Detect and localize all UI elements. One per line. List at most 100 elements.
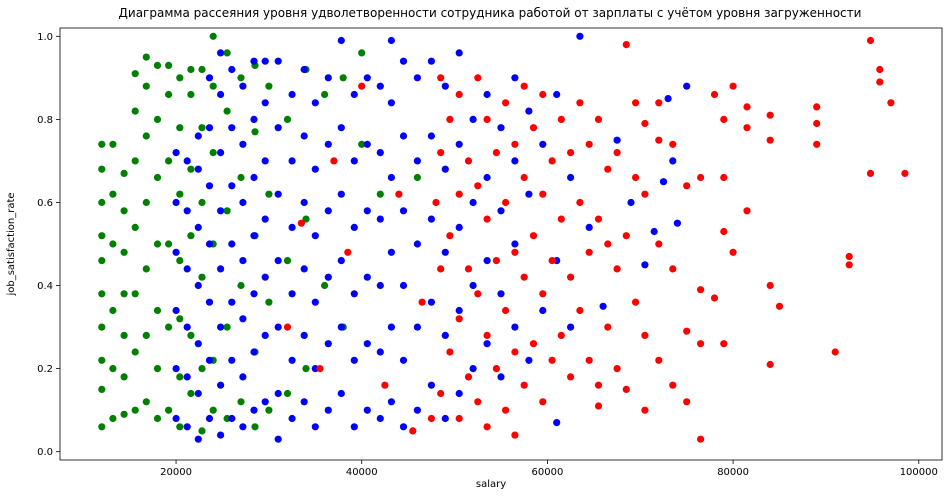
scatter-point-series-3 [437,74,445,82]
scatter-point-series-1 [98,232,106,240]
scatter-point-series-3 [613,365,621,373]
y-axis: 0.0 0.2 0.4 0.6 0.8 1.0 [37,32,60,458]
scatter-point-series-3 [697,340,705,348]
scatter-point-series-3 [613,265,621,273]
scatter-point-series-1 [302,215,310,223]
scatter-point-series-3 [655,356,663,364]
scatter-point-series-2 [239,315,247,323]
scatter-point-series-2 [427,215,435,223]
scatter-point-series-1 [198,365,206,373]
scatter-point-series-3 [710,294,719,302]
scatter-point-series-3 [655,240,663,248]
scatter-point-series-1 [251,423,259,431]
scatter-point-series-3 [483,423,491,431]
scatter-point-series-1 [237,173,245,182]
y-tick-label: 1.0 [37,32,53,43]
scatter-point-series-1 [339,74,347,82]
scatter-point-series-2 [525,107,533,115]
scatter-point-series-2 [239,82,247,90]
scatter-point-series-1 [131,223,139,231]
scatter-point-series-2 [274,435,282,443]
scatter-point-series-3 [474,398,482,406]
scatter-point-series-1 [98,423,106,431]
scatter-point-series-1 [131,107,139,115]
scatter-point-series-1 [131,348,139,356]
scatter-point-series-2 [183,207,191,215]
scatter-point-series-3 [641,331,649,339]
scatter-point-series-2 [387,248,395,256]
scatter-point-series-3 [446,348,454,356]
scatter-point-series-2 [250,406,258,414]
scatter-point-series-1 [265,298,273,306]
scatter-point-series-1 [165,61,173,69]
scatter-point-series-3 [344,248,352,256]
scatter-point-series-1 [209,32,217,40]
scatter-point-series-1 [187,232,195,240]
scatter-point-series-3 [297,219,305,227]
scatter-point-series-2 [511,240,519,248]
scatter-point-series-1 [142,198,150,207]
scatter-point-series-2 [239,257,247,265]
scatter-point-series-3 [622,41,630,49]
scatter-point-series-1 [187,389,195,398]
scatter-point-series-2 [399,281,408,290]
scatter-point-series-1 [198,427,206,435]
scatter-point-series-3 [576,198,584,207]
scatter-point-series-2 [413,323,421,331]
scatter-point-series-2 [539,306,547,315]
scatter-point-series-3 [845,261,853,269]
scatter-point-series-3 [567,273,575,281]
scatter-point-series-3 [622,232,630,240]
scatter-point-series-3 [437,149,445,157]
points-layer [98,32,909,443]
scatter-point-series-3 [743,124,751,132]
scatter-point-series-3 [418,298,426,306]
scatter-point-series-3 [492,257,500,265]
scatter-point-series-2 [413,74,421,82]
x-axis: 20000 40000 60000 80000 100000 [160,460,938,478]
y-tick-label: 0.2 [37,364,53,375]
scatter-point-series-2 [274,57,282,65]
scatter-point-series-1 [209,82,217,90]
scatter-point-series-3 [520,173,528,182]
scatter-point-series-2 [324,340,332,348]
scatter-point-series-2 [183,373,191,381]
scatter-point-series-2 [205,414,214,423]
scatter-point-series-3 [683,398,691,406]
y-tick-label: 0.8 [37,115,53,126]
scatter-point-series-3 [887,99,895,107]
scatter-point-series-2 [217,381,225,389]
scatter-point-series-3 [604,165,612,173]
scatter-point-series-3 [409,427,417,435]
scatter-point-series-3 [641,119,649,128]
scatter-point-series-3 [557,215,565,223]
scatter-point-series-2 [194,435,202,443]
scatter-point-series-2 [172,306,180,315]
scatter-point-series-1 [142,331,150,339]
scatter-point-series-2 [300,265,308,273]
scatter-point-series-1 [109,190,117,198]
scatter-point-series-2 [311,298,319,306]
scatter-point-series-3 [511,431,519,439]
scatter-point-series-2 [337,36,345,45]
scatter-point-series-2 [669,157,677,165]
scatter-point-series-1 [302,365,310,373]
scatter-point-series-3 [669,140,677,148]
scatter-point-series-1 [413,173,421,182]
scatter-point-series-3 [594,115,603,123]
scatter-point-series-2 [205,124,214,132]
scatter-point-series-2 [350,223,358,231]
scatter-point-series-1 [358,49,366,57]
scatter-point-series-2 [172,198,180,207]
scatter-point-series-2 [483,90,491,99]
scatter-point-series-2 [311,232,319,240]
scatter-point-series-2 [455,140,463,148]
scatter-point-series-2 [337,190,345,198]
scatter-point-series-3 [641,190,649,198]
scatter-point-series-2 [324,273,332,281]
scatter-point-series-3 [502,406,510,414]
scatter-point-series-3 [437,265,445,273]
scatter-point-series-3 [455,190,463,198]
scatter-point-series-3 [316,365,324,373]
scatter-point-series-1 [237,281,245,290]
